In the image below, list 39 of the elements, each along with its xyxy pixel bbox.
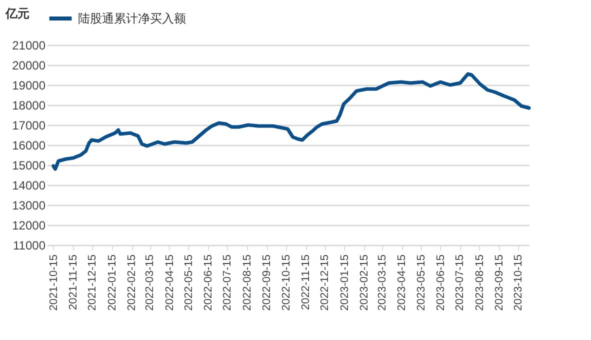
x-tick-label: 2022-10-15 bbox=[280, 254, 292, 311]
x-tick-label: 2023-03-15 bbox=[376, 254, 388, 311]
y-axis-title: 亿元 bbox=[4, 6, 30, 20]
x-tick-label: 2022-11-15 bbox=[300, 254, 312, 310]
x-tick-label: 2021-11-15 bbox=[68, 254, 80, 310]
x-tick-label: 2023-05-15 bbox=[415, 254, 428, 311]
y-tick-label: 17000 bbox=[12, 118, 46, 132]
y-tick-label: 15000 bbox=[12, 158, 46, 172]
x-tick-label: 2022-01-15 bbox=[106, 254, 118, 311]
x-tick-label: 2022-07-15 bbox=[222, 254, 234, 311]
x-tick-label: 2021-12-15 bbox=[86, 254, 99, 311]
x-tick-label: 2023-09-15 bbox=[494, 254, 506, 311]
x-tick-label: 2023-02-15 bbox=[358, 254, 371, 311]
x-tick-label: 2023-04-15 bbox=[396, 254, 408, 311]
x-tick-label: 2022-12-15 bbox=[319, 254, 332, 311]
y-tick-label: 12000 bbox=[12, 218, 46, 232]
x-tick-label: 2023-07-15 bbox=[454, 254, 466, 311]
y-tick-label: 19000 bbox=[12, 78, 46, 92]
y-tick-label: 18000 bbox=[12, 98, 46, 112]
x-tick-label: 2022-05-15 bbox=[182, 254, 195, 311]
y-tick-label: 20000 bbox=[12, 58, 46, 72]
x-tick-label: 2023-06-15 bbox=[434, 254, 447, 311]
y-tick-label: 14000 bbox=[12, 178, 46, 192]
legend-label: 陆股通累计净买入额 bbox=[78, 12, 186, 26]
x-tick-label: 2022-09-15 bbox=[261, 254, 274, 311]
x-tick-label: 2022-06-15 bbox=[202, 254, 215, 311]
line-series bbox=[52, 72, 531, 171]
x-tick-label: 2022-08-15 bbox=[241, 254, 254, 311]
x-tick-label: 2023-08-15 bbox=[474, 254, 486, 311]
x-tick-label: 2023-10-15 bbox=[512, 254, 525, 311]
y-tick-label: 11000 bbox=[13, 238, 46, 252]
x-tick-label: 2021-10-15 bbox=[48, 254, 60, 311]
y-tick-label: 13000 bbox=[12, 198, 46, 212]
x-tick-label: 2022-02-15 bbox=[126, 254, 138, 311]
y-tick-label: 21000 bbox=[12, 38, 46, 52]
x-tick-label: 2023-01-15 bbox=[338, 254, 351, 311]
x-tick-label: 2022-03-15 bbox=[144, 254, 156, 311]
y-tick-label: 16000 bbox=[12, 138, 46, 152]
x-tick-label: 2022-04-15 bbox=[164, 254, 176, 311]
